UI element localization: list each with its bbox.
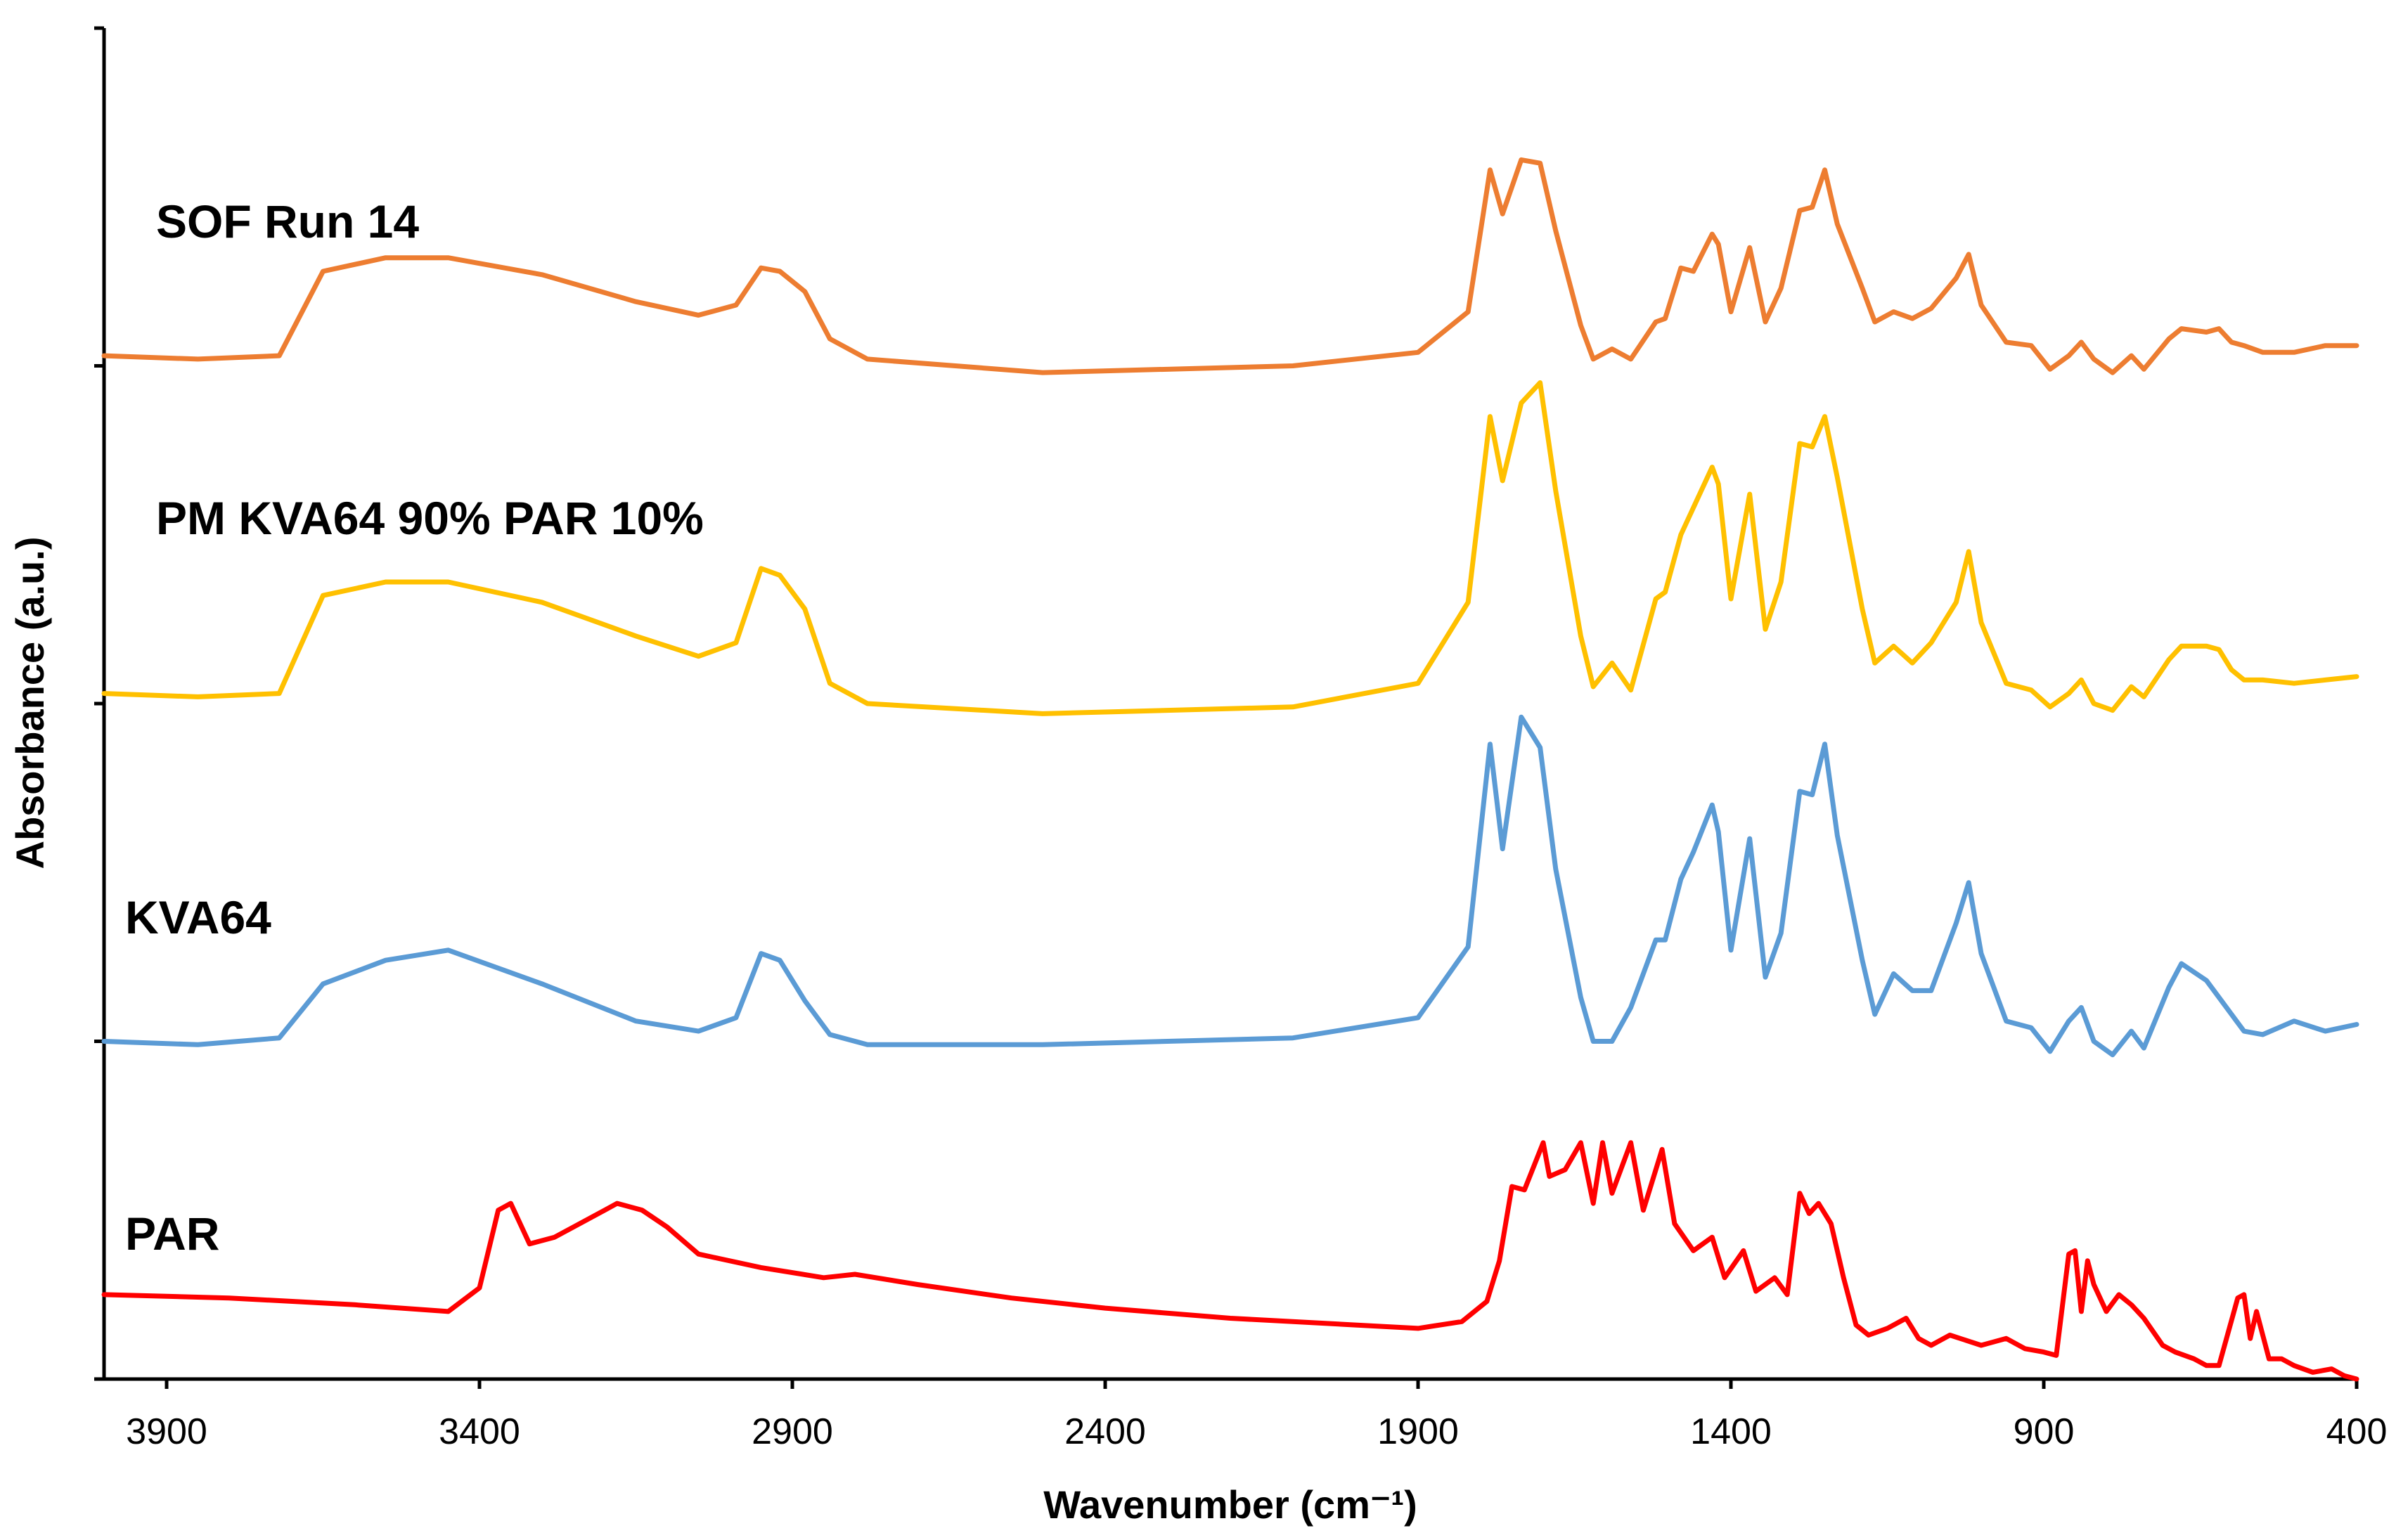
- x-tick-labels: 3900 3400 2900 2400 1900 1400 900 400: [126, 1411, 2387, 1452]
- series-lines: [101, 157, 2359, 1382]
- series-label-pm-kva64-par: PM KVA64 90% PAR 10%: [156, 492, 704, 544]
- x-tick-label-400: 400: [2326, 1411, 2388, 1452]
- x-tick-label-1900: 1900: [1377, 1411, 1459, 1452]
- x-tick-label-1400: 1400: [1690, 1411, 1772, 1452]
- series-line-kva64: [101, 714, 2359, 1058]
- y-ticks: [94, 26, 104, 1381]
- x-tick-label-3400: 3400: [439, 1411, 520, 1452]
- series-line-sof-run-14: [101, 157, 2359, 375]
- axes: [102, 28, 2357, 1381]
- y-axis-title: Absorbance (a.u.): [8, 537, 52, 869]
- series-line-pm-kva64-90-par-10: [101, 380, 2359, 716]
- x-axis-title: Wavenumber (cm⁻¹): [1043, 1482, 1417, 1527]
- series-label-sof-run-14: SOF Run 14: [156, 195, 419, 247]
- x-tick-label-2900: 2900: [752, 1411, 833, 1452]
- series-label-kva64: KVA64: [125, 891, 271, 943]
- series-label-par: PAR: [125, 1208, 219, 1260]
- series-line-par: [101, 1140, 2359, 1382]
- x-tick-label-2400: 2400: [1064, 1411, 1146, 1452]
- x-tick-label-900: 900: [2014, 1411, 2075, 1452]
- x-ticks: [165, 1379, 2359, 1389]
- x-tick-label-3900: 3900: [126, 1411, 207, 1452]
